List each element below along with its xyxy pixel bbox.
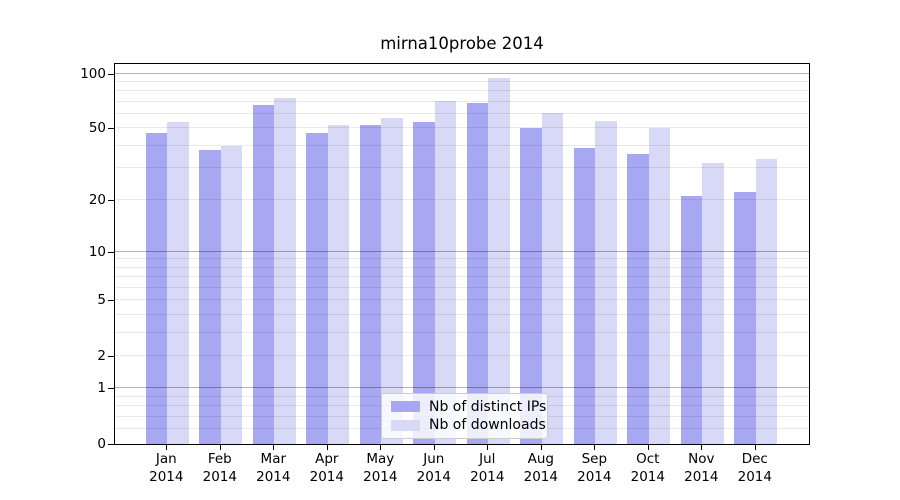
- bar-nb-of-distinct-ips-jan: [145, 133, 168, 444]
- bar-nb-of-distinct-ips-oct: [627, 154, 649, 444]
- bar-nb-of-downloads-aug: [541, 112, 564, 444]
- bar-nb-of-downloads-sep: [595, 120, 617, 444]
- bar-nb-of-distinct-ips-jul: [466, 103, 489, 444]
- x-tick-jan: [166, 445, 168, 450]
- x-tick-nov: [701, 445, 703, 450]
- bar-nb-of-distinct-ips-feb: [199, 150, 221, 444]
- legend-item-downloads: Nb of downloads: [391, 417, 546, 433]
- x-tick-aug: [540, 445, 542, 450]
- x-tick-label-oct: Oct 2014: [630, 451, 665, 485]
- legend-swatch-downloads: [391, 419, 420, 431]
- bar-nb-of-downloads-jan: [167, 122, 189, 444]
- x-tick-jun: [433, 445, 435, 450]
- y-tick-20: [108, 199, 114, 201]
- x-tick-label-jul: Jul 2014: [470, 451, 505, 485]
- legend-swatch-distinct-ips: [391, 401, 420, 413]
- x-tick-label-apr: Apr 2014: [309, 451, 344, 485]
- bar-nb-of-downloads-apr: [327, 125, 350, 444]
- y-tick-label-10: 10: [88, 243, 106, 260]
- bar-nb-of-distinct-ips-nov: [680, 195, 703, 444]
- y-tick-label-100: 100: [80, 65, 106, 82]
- bar-nb-of-distinct-ips-dec: [734, 192, 756, 444]
- x-tick-label-sep: Sep 2014: [577, 451, 612, 485]
- x-tick-dec: [754, 445, 756, 450]
- y-tick-label-20: 20: [88, 191, 106, 208]
- bar-nb-of-distinct-ips-may: [359, 125, 382, 444]
- bar-nb-of-downloads-jul: [488, 77, 510, 444]
- bars-layer: [115, 64, 809, 444]
- legend-label-downloads: Nb of downloads: [429, 417, 546, 434]
- chart-title: mirna10probe 2014: [380, 34, 544, 53]
- y-tick-label-1: 1: [97, 380, 106, 397]
- x-tick-label-jun: Jun 2014: [416, 451, 451, 485]
- bar-nb-of-downloads-may: [381, 118, 403, 444]
- x-tick-sep: [594, 445, 596, 450]
- x-tick-may: [380, 445, 382, 450]
- bar-nb-of-downloads-dec: [755, 158, 778, 444]
- x-tick-label-jan: Jan 2014: [149, 451, 184, 485]
- y-tick-100: [108, 73, 114, 75]
- x-tick-label-feb: Feb 2014: [202, 451, 237, 485]
- x-tick-feb: [219, 445, 221, 450]
- y-tick-50: [108, 128, 114, 130]
- x-tick-label-nov: Nov 2014: [684, 451, 719, 485]
- bar-nb-of-downloads-jun: [434, 100, 457, 444]
- bar-nb-of-downloads-feb: [220, 146, 243, 444]
- x-tick-apr: [326, 445, 328, 450]
- x-tick-label-dec: Dec 2014: [737, 451, 772, 485]
- bar-nb-of-distinct-ips-mar: [252, 105, 275, 444]
- x-tick-oct: [647, 445, 649, 450]
- x-tick-label-aug: Aug 2014: [523, 451, 558, 485]
- y-tick-10: [108, 251, 114, 253]
- y-tick-label-50: 50: [88, 120, 106, 137]
- y-tick-5: [108, 300, 114, 302]
- x-tick-jul: [487, 445, 489, 450]
- bar-nb-of-distinct-ips-aug: [520, 128, 542, 444]
- y-tick-0: [108, 444, 114, 445]
- y-tick-label-5: 5: [97, 292, 106, 309]
- bar-nb-of-distinct-ips-sep: [573, 147, 596, 444]
- bar-nb-of-distinct-ips-jun: [413, 122, 435, 444]
- legend: Nb of distinct IPs Nb of downloads: [381, 393, 548, 439]
- y-tick-label-0: 0: [97, 436, 106, 452]
- x-tick-mar: [273, 445, 275, 450]
- legend-item-distinct-ips: Nb of distinct IPs: [391, 399, 546, 415]
- x-tick-label-may: May 2014: [363, 451, 398, 485]
- bar-nb-of-downloads-mar: [274, 97, 296, 444]
- y-tick-label-2: 2: [97, 347, 106, 364]
- bar-nb-of-distinct-ips-apr: [306, 133, 328, 444]
- plot-area: Nb of distinct IPs Nb of downloads: [114, 63, 810, 445]
- bar-nb-of-downloads-nov: [702, 163, 724, 444]
- bar-nb-of-downloads-oct: [648, 128, 671, 444]
- legend-label-distinct-ips: Nb of distinct IPs: [429, 398, 547, 415]
- x-tick-label-mar: Mar 2014: [256, 451, 291, 485]
- y-tick-2: [108, 355, 114, 357]
- y-tick-1: [108, 388, 114, 390]
